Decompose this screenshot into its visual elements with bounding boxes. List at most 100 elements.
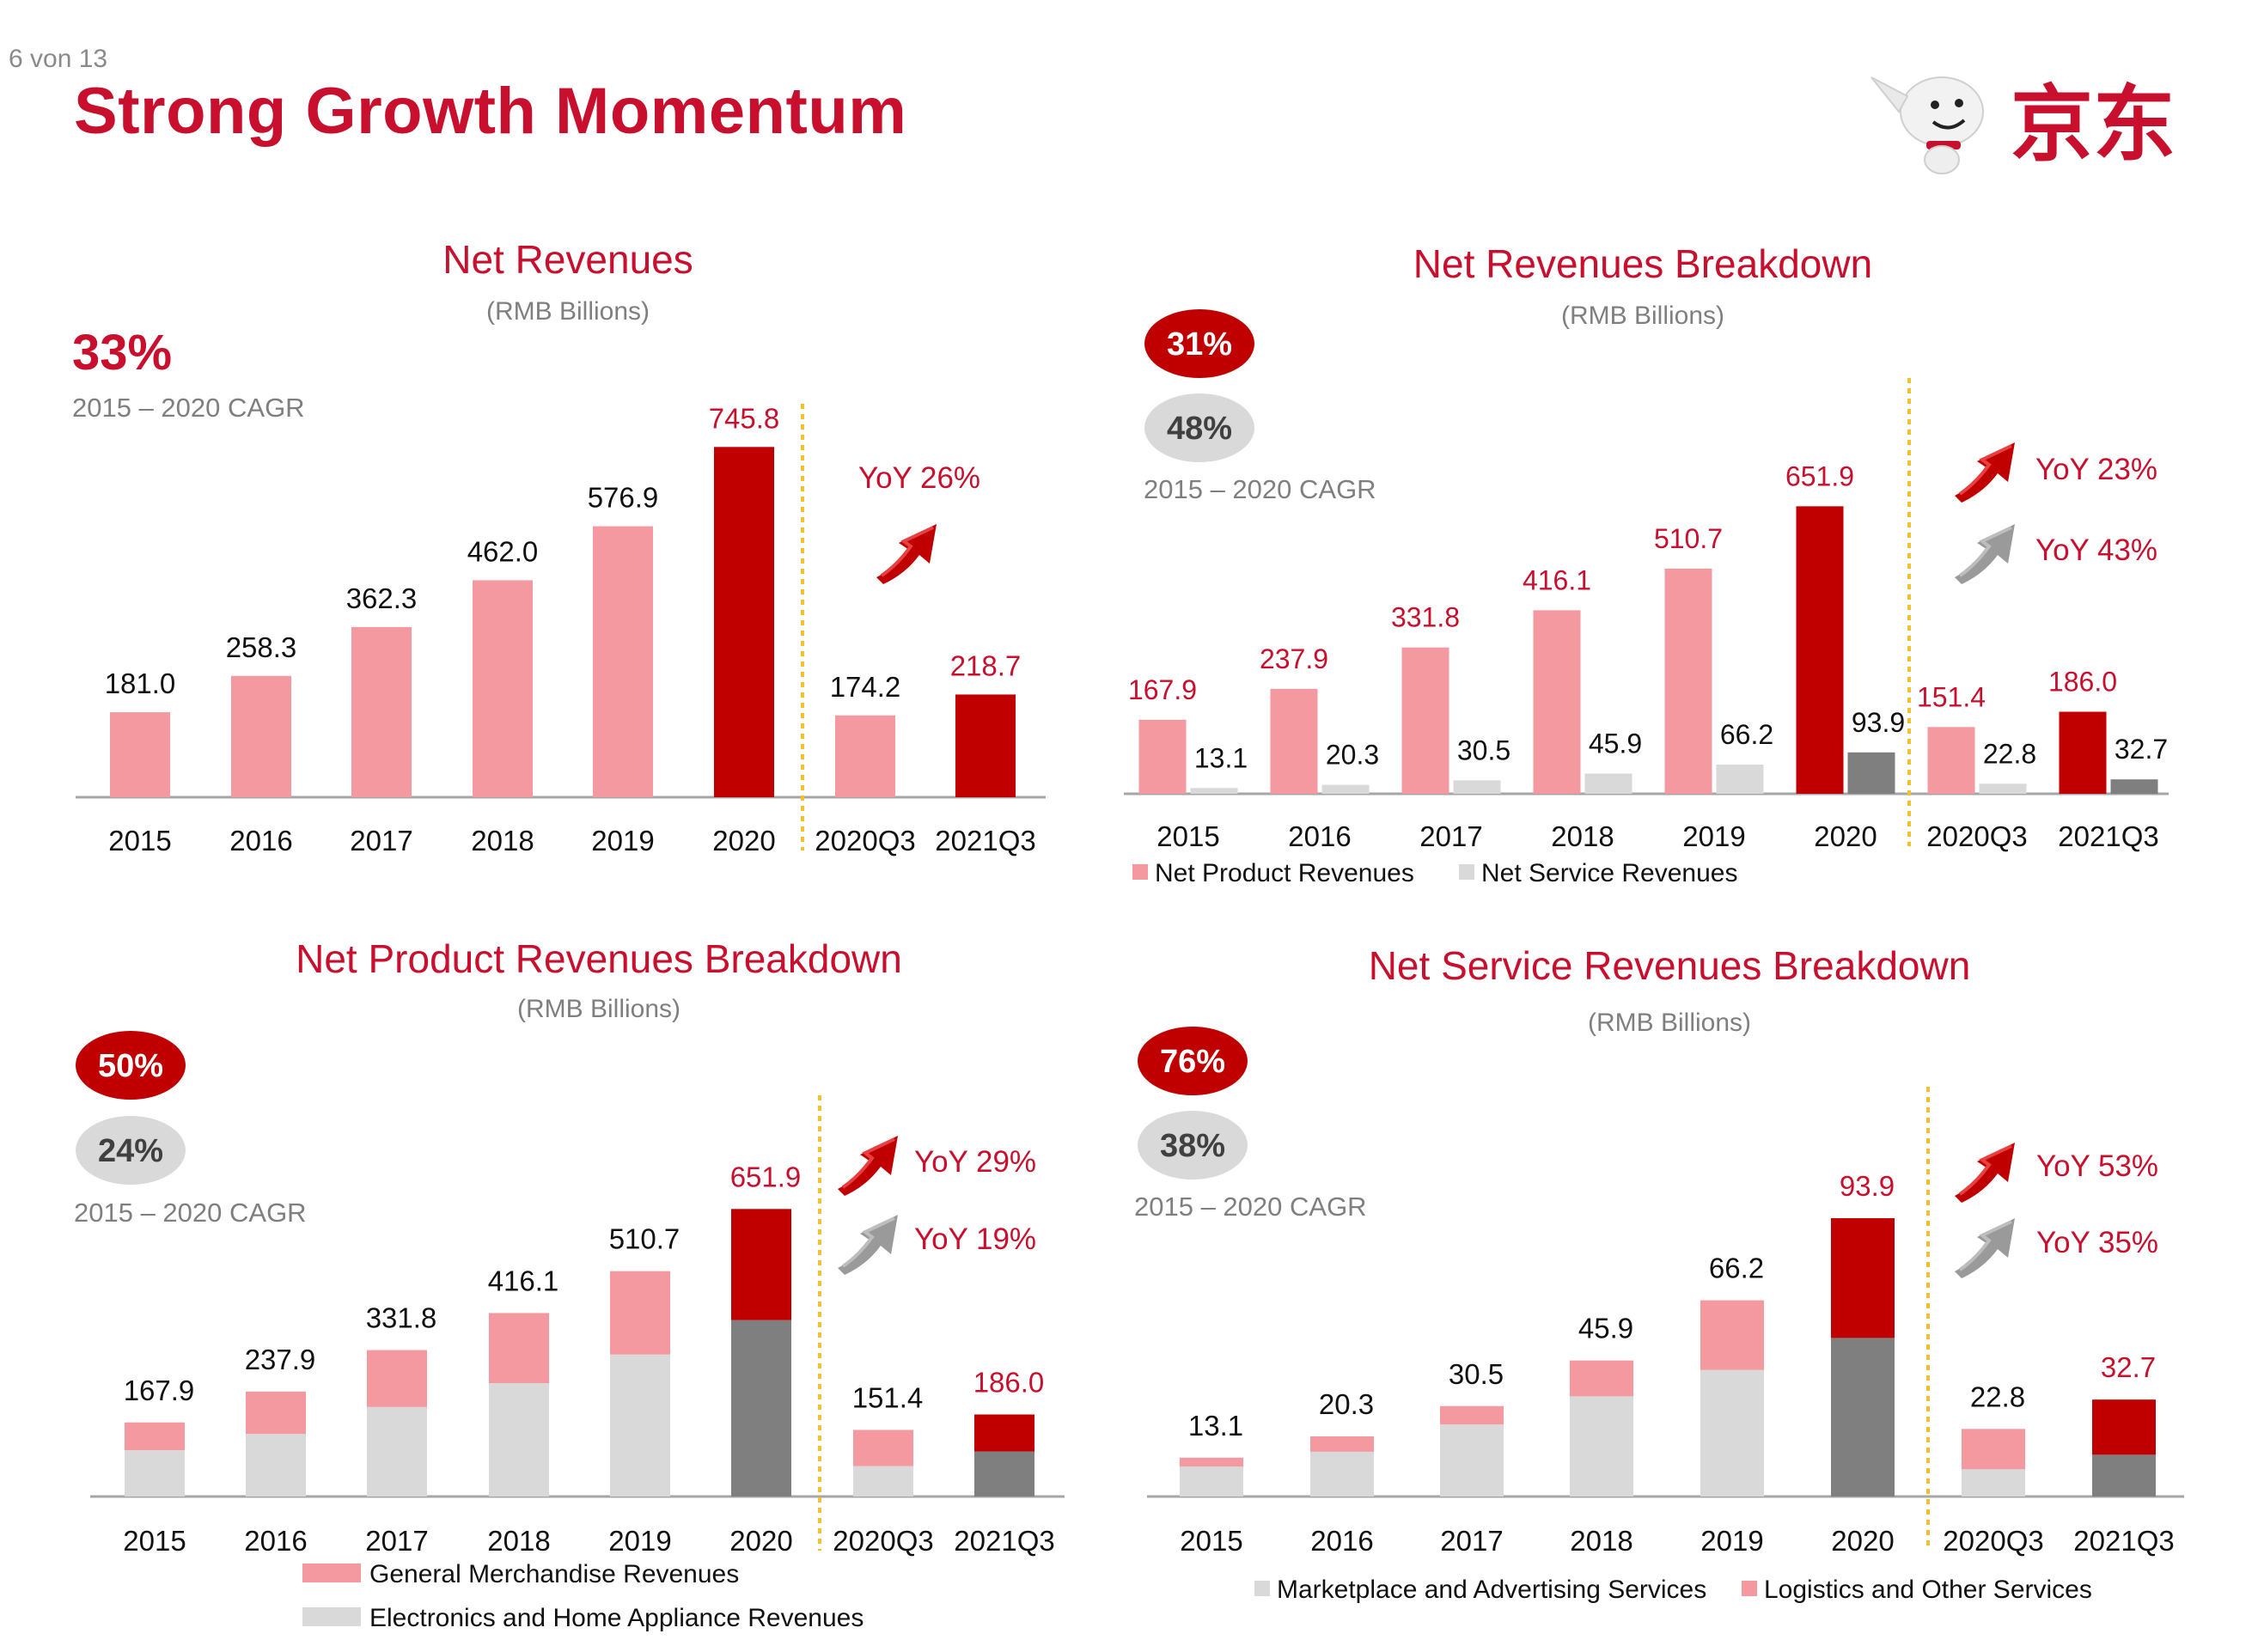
chart-title: Net Revenues [442,237,693,282]
cagr-badge-1-bg [1138,1111,1248,1180]
tick-label-2018: 2018 [487,1525,550,1557]
bar-2015 [110,712,170,797]
yoy-label-0: YoY 53% [2036,1149,2158,1183]
bar-2019 [593,526,653,797]
cagr-badge-0: 76% [1138,1027,1248,1095]
jd-mascot-icon: 京东 [1870,76,2176,174]
data-label-service-2020: 93.9 [1852,707,1905,738]
data-label-service-2017: 30.5 [1457,735,1510,765]
data-label-2019: 510.7 [609,1223,680,1255]
data-label-product-2021Q3: 186.0 [2048,667,2117,698]
cagr-badge-0-value: 31% [1167,326,1232,363]
yoy-arrow-red-icon-highlight [880,526,934,577]
bar-2017 [351,626,412,797]
bar-service-2020 [1847,752,1895,794]
bar-top-2020Q3 [853,1429,913,1466]
legend-swatch-1 [1742,1581,1757,1596]
yoy-arrow-red-icon [838,1136,898,1196]
bar-bottom-2019 [1700,1369,1764,1497]
yoy-arrow-red-icon-highlight [1958,444,2012,496]
cagr-badge-0-bg [1144,309,1254,378]
yoy-arrow-gray-icon-highlight [1958,1220,2012,1271]
bar-top-2020 [731,1209,791,1320]
tick-label-2020: 2020 [712,825,775,856]
tick-label-2016: 2016 [1288,820,1351,852]
tick-label-2020: 2020 [729,1525,792,1557]
data-label-service-2019: 66.2 [1720,719,1773,750]
bar-bottom-2020Q3 [1962,1469,2025,1497]
cagr-caption: 2015 – 2020 CAGR [1134,1192,1367,1222]
tick-label-2015: 2015 [1180,1525,1242,1557]
data-label-product-2016: 237.9 [1260,643,1328,674]
data-label-2015: 13.1 [1188,1410,1243,1442]
tick-label-2020: 2020 [1814,820,1877,852]
data-label-2020Q3: 174.2 [830,671,901,703]
legend-swatch-1 [1459,864,1474,880]
bar-bottom-2020 [731,1320,791,1497]
cagr-badge-0: 31% [1144,309,1254,378]
cagr-value: 33% [72,325,172,381]
data-label-product-2015: 167.9 [1128,674,1197,705]
tick-label-2019: 2019 [1700,1525,1763,1557]
chart-title: Net Service Revenues Breakdown [1369,943,1971,988]
bar-product-2020 [1796,506,1844,794]
chart-net_revenues_breakdown: Net Revenues Breakdown (RMB Billions) 167.… [1124,241,2169,887]
bar-bottom-2015 [1180,1466,1243,1497]
bar-top-2015 [125,1422,185,1451]
bar-service-2017 [1453,780,1501,794]
cagr-badge-0-value: 50% [98,1048,163,1084]
legend-swatch-0 [302,1564,361,1582]
bar-service-2021Q3 [2110,779,2158,794]
data-label-product-2020: 651.9 [1785,460,1854,491]
yoy-arrow-red-icon [1955,442,2015,503]
cagr-badge-1-bg [76,1116,186,1185]
tick-label-2020Q3: 2020Q3 [1943,1525,2043,1557]
data-label-2021Q3: 186.0 [973,1367,1045,1399]
data-label-2016: 20.3 [1319,1388,1374,1420]
yoy-label-0: YoY 26% [858,461,980,495]
chart-subtitle: (RMB Billions) [1588,1009,1751,1037]
yoy-arrow-gray-icon [838,1215,898,1275]
bar-top-2017 [1440,1405,1504,1425]
bar-product-2016 [1270,688,1318,794]
bar-top-2015 [1180,1457,1243,1467]
data-label-2019: 66.2 [1709,1253,1764,1284]
chart-net_product_breakdown: Net Product Revenues Breakdown (RMB Billi… [74,936,1065,1632]
cagr-badge-1: 48% [1144,393,1254,462]
yoy-arrow-gray-icon-highlight [1958,526,2012,577]
tick-label-2021Q3: 2021Q3 [954,1525,1054,1557]
chart-subtitle: (RMB Billions) [486,297,650,326]
bar-top-2019 [610,1271,670,1355]
legend-label-0: General Merchandise Revenues [369,1560,739,1588]
cagr-caption: 2015 – 2020 CAGR [74,1198,307,1228]
chart-title: Net Product Revenues Breakdown [296,936,902,981]
bar-bottom-2017 [367,1406,427,1497]
legend-swatch-0 [1254,1581,1270,1596]
tick-label-2016: 2016 [1310,1525,1373,1557]
bar-product-2017 [1401,647,1449,794]
chart-net_service_breakdown: Net Service Revenues Breakdown (RMB Billi… [1134,943,2184,1604]
bar-product-2015 [1138,719,1187,794]
cagr-badge-0-bg [1138,1027,1248,1095]
bar-2020Q3 [835,715,895,797]
bar-top-2018 [489,1313,549,1384]
legend-swatch-0 [1132,864,1148,880]
bar-product-2021Q3 [2059,711,2107,794]
bar-bottom-2016 [246,1434,306,1497]
tick-label-2020Q3: 2020Q3 [833,1525,933,1557]
bar-bottom-2018 [489,1383,549,1497]
data-label-product-2018: 416.1 [1523,564,1591,595]
yoy-arrow-gray-icon [1955,524,2015,584]
page-counter: 6 von 13 [9,45,108,73]
bar-product-2018 [1533,610,1581,794]
data-label-service-2015: 13.1 [1194,742,1248,773]
yoy-label-1: YoY 35% [2036,1226,2158,1259]
data-label-product-2017: 331.8 [1391,602,1460,633]
data-label-2021Q3: 218.7 [950,649,1022,681]
yoy-label-0: YoY 23% [2035,453,2157,486]
yoy-arrow-gray-icon-highlight [841,1216,895,1268]
bar-bottom-2019 [610,1354,670,1497]
data-label-2020Q3: 22.8 [1970,1381,2025,1412]
legend-label-0: Marketplace and Advertising Services [1277,1576,1706,1604]
